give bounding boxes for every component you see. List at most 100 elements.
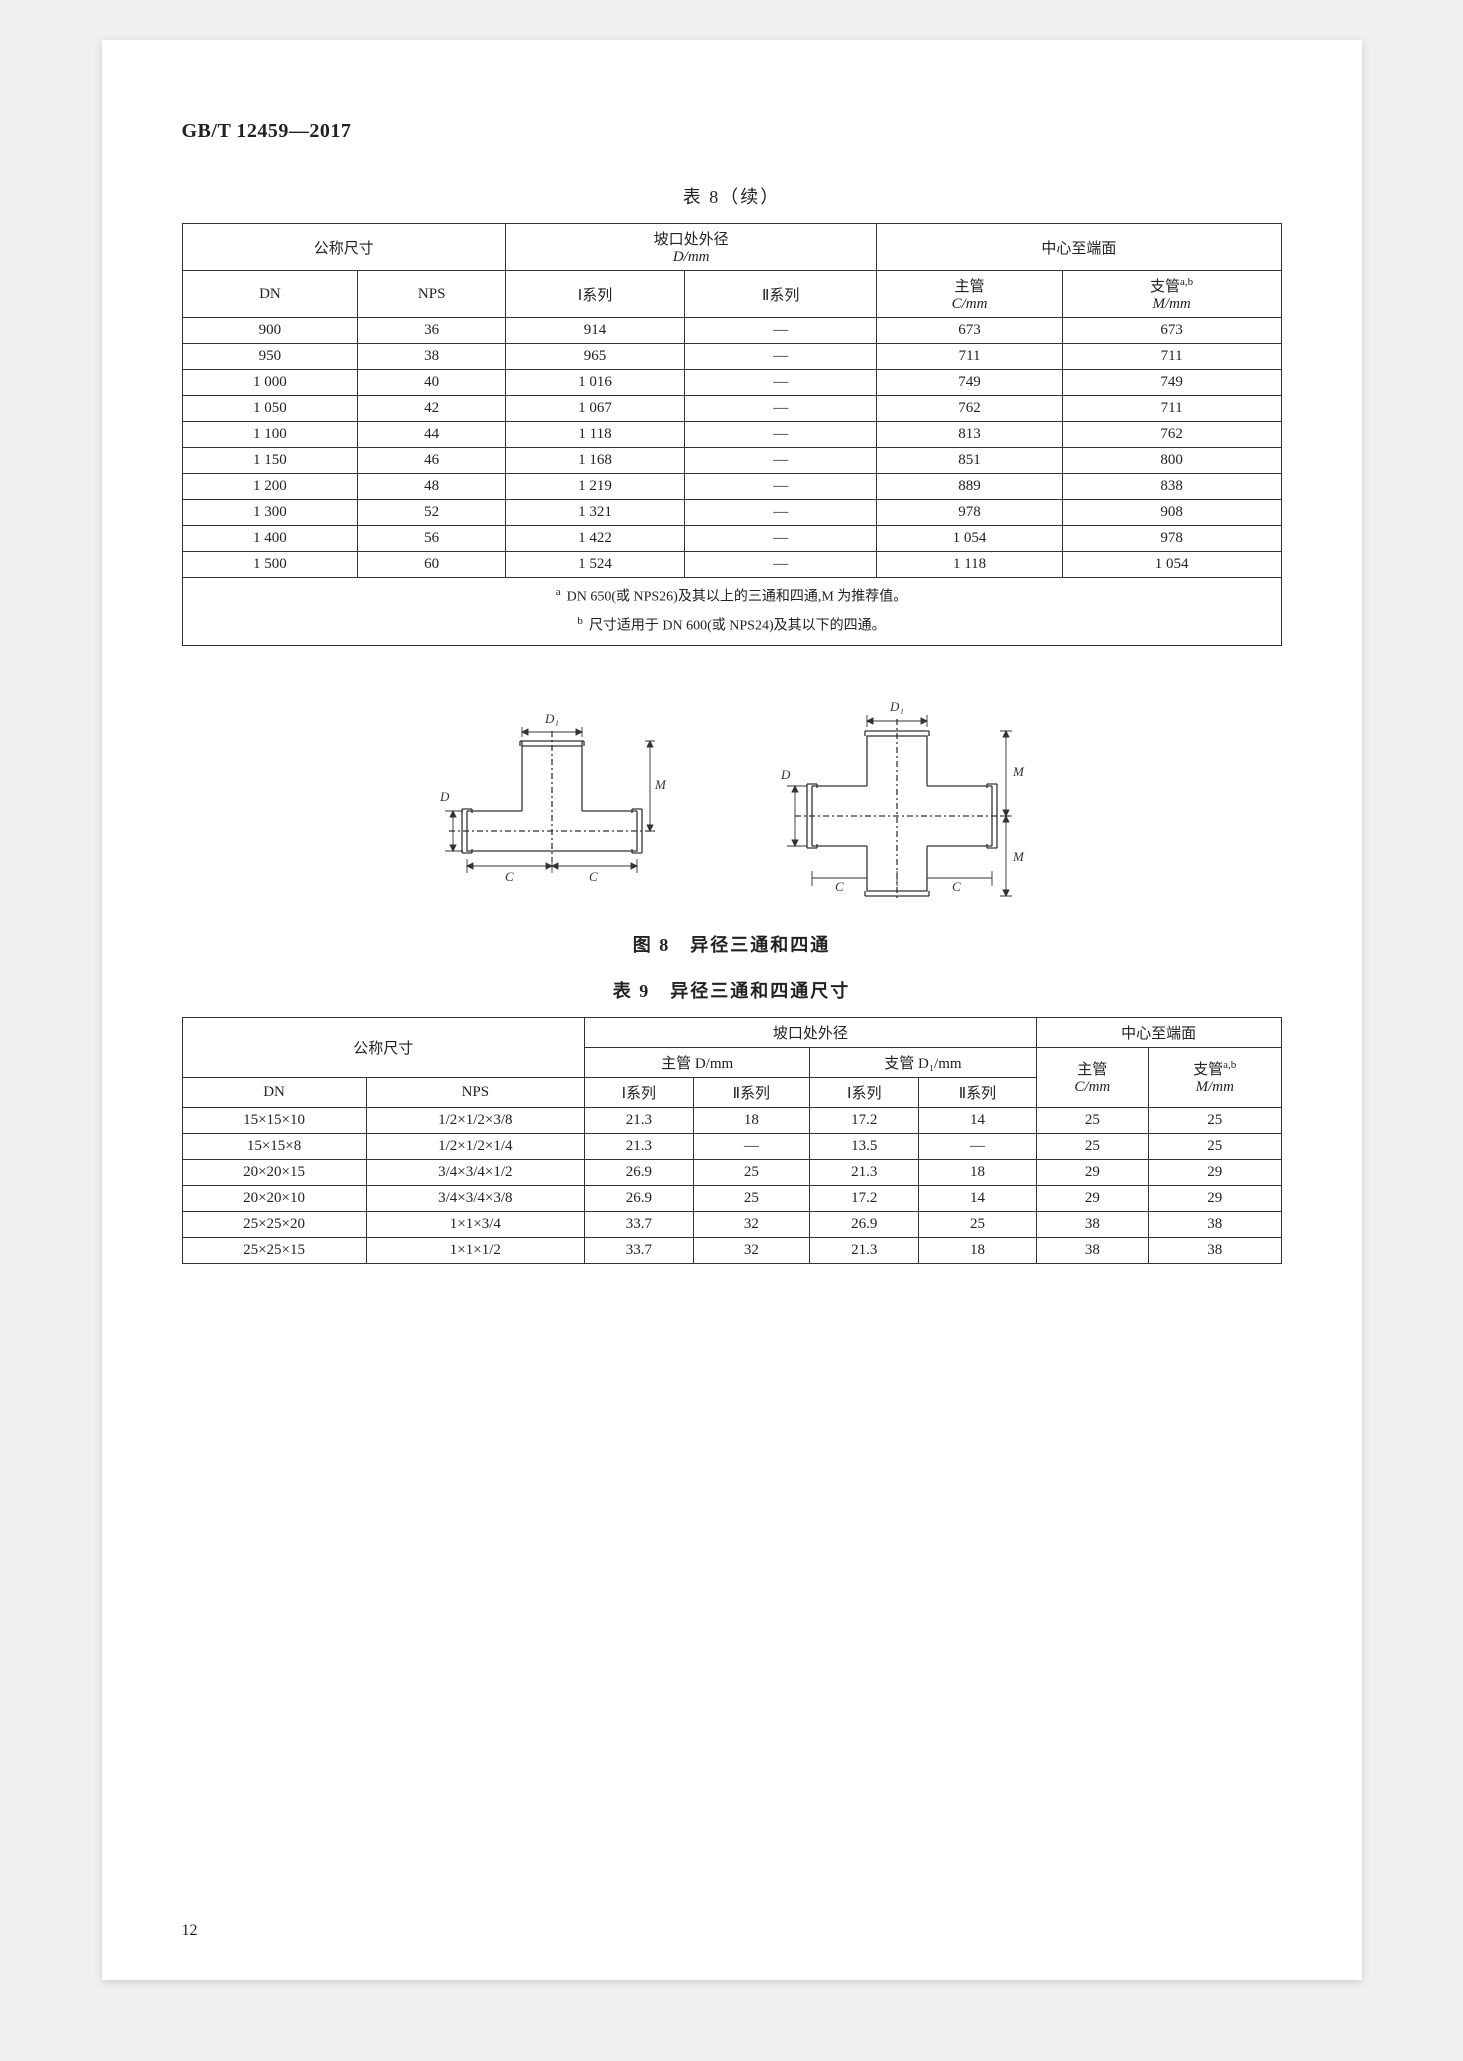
table-cell: 908: [1062, 500, 1281, 526]
table-cell: 48: [358, 474, 506, 500]
table-cell: 1 118: [506, 422, 685, 448]
table-cell: 1/2×1/2×3/8: [366, 1107, 584, 1133]
table-cell: 673: [877, 318, 1062, 344]
table8-head-nominal: 公称尺寸: [182, 224, 506, 271]
t9-head-c-unit: C/mm: [1074, 1079, 1110, 1095]
table-cell: —: [685, 422, 877, 448]
table-cell: 1 219: [506, 474, 685, 500]
table9-caption: 表 9 异径三通和四通尺寸: [182, 977, 1282, 1003]
diagram-label-m: M: [654, 777, 667, 792]
diagram2-label-d: D: [780, 767, 791, 782]
table-cell: —: [685, 370, 877, 396]
table-row: 20×20×153/4×3/4×1/226.92521.3182929: [182, 1159, 1281, 1185]
table-cell: 3/4×3/4×1/2: [366, 1159, 584, 1185]
table-cell: 1 321: [506, 500, 685, 526]
table8-head-m: 支管a,b M/mm: [1062, 271, 1281, 318]
table-cell: —: [685, 448, 877, 474]
table-cell: —: [685, 526, 877, 552]
table-cell: 1/2×1/2×1/4: [366, 1133, 584, 1159]
diagram2-label-c1: C: [835, 879, 844, 894]
table-cell: —: [693, 1133, 810, 1159]
diagram2-label-m1: M: [1012, 764, 1025, 779]
table-cell: 978: [1062, 526, 1281, 552]
table-row: 25×25×151×1×1/233.73221.3183838: [182, 1237, 1281, 1263]
table-cell: —: [919, 1133, 1036, 1159]
table-cell: 14: [919, 1185, 1036, 1211]
table8-caption: 表 8（续）: [182, 183, 1282, 209]
table-row: 95038965—711711: [182, 344, 1281, 370]
table-cell: 1 400: [182, 526, 358, 552]
page: GB/T 12459—2017 表 8（续） 公称尺寸 坡口处外径 D/mm 中…: [102, 40, 1362, 1980]
table8-head-center: 中心至端面: [877, 224, 1281, 271]
diagram2-label-m2: M: [1012, 849, 1025, 864]
table8-head-m-unit: M/mm: [1152, 296, 1190, 312]
table-cell: 38: [1148, 1237, 1281, 1263]
table-cell: 800: [1062, 448, 1281, 474]
table-cell: 20×20×10: [182, 1185, 366, 1211]
table-cell: 851: [877, 448, 1062, 474]
diagram-label-d1: D₁: [544, 711, 559, 726]
table8-head-m-sup: a,b: [1180, 276, 1193, 288]
table-row: 1 100441 118—813762: [182, 422, 1281, 448]
table-cell: 13.5: [810, 1133, 919, 1159]
footnote-b-text: 尺寸适用于 DN 600(或 NPS24)及其以下的四通。: [589, 619, 886, 634]
t9-head-center: 中心至端面: [1036, 1017, 1281, 1047]
table-cell: 914: [506, 318, 685, 344]
table-cell: 42: [358, 396, 506, 422]
table-cell: 762: [1062, 422, 1281, 448]
table-cell: 749: [1062, 370, 1281, 396]
cross-diagram: D₁ D M M C C: [777, 691, 1027, 901]
footnote-a-text: DN 650(或 NPS26)及其以上的三通和四通,M 为推荐值。: [567, 590, 908, 605]
table-cell: 1 118: [877, 552, 1062, 578]
table-cell: 38: [1148, 1211, 1281, 1237]
table-cell: —: [685, 396, 877, 422]
t9-head-dn: DN: [182, 1077, 366, 1107]
table-cell: 38: [1036, 1211, 1148, 1237]
table-cell: 26.9: [585, 1159, 693, 1185]
table8-head-s2: Ⅱ系列: [685, 271, 877, 318]
table-cell: 60: [358, 552, 506, 578]
table8-head-dn: DN: [182, 271, 358, 318]
table-cell: 1 150: [182, 448, 358, 474]
table-cell: 1×1×1/2: [366, 1237, 584, 1263]
table-cell: 978: [877, 500, 1062, 526]
table-cell: 26.9: [585, 1185, 693, 1211]
table-row: 90036914—673673: [182, 318, 1281, 344]
table-cell: 29: [1148, 1159, 1281, 1185]
table-cell: 29: [1036, 1185, 1148, 1211]
diagram2-label-d1: D₁: [889, 699, 904, 714]
table-cell: 1 054: [877, 526, 1062, 552]
table-cell: 1 000: [182, 370, 358, 396]
figure8-caption: 图 8 异径三通和四通: [182, 931, 1282, 957]
table-cell: 56: [358, 526, 506, 552]
table-row: 1 300521 321—978908: [182, 500, 1281, 526]
table-cell: 25: [1036, 1133, 1148, 1159]
table-cell: 749: [877, 370, 1062, 396]
table8-head-bevel-label: 坡口处外径: [654, 232, 729, 248]
t9-head-m-sup: a,b: [1223, 1059, 1236, 1071]
table8-head-c-unit: C/mm: [952, 296, 988, 312]
table-cell: 15×15×8: [182, 1133, 366, 1159]
table-cell: 18: [693, 1107, 810, 1133]
table-cell: 52: [358, 500, 506, 526]
table-cell: 21.3: [810, 1159, 919, 1185]
table-cell: 813: [877, 422, 1062, 448]
footnote-b-mark: b: [577, 615, 583, 627]
t9-head-d-s1: Ⅰ系列: [585, 1077, 693, 1107]
table-cell: 25: [1148, 1133, 1281, 1159]
table-cell: 950: [182, 344, 358, 370]
table-cell: 1 300: [182, 500, 358, 526]
figure8-diagrams: D₁ D M C C: [182, 691, 1282, 901]
table-cell: 25: [693, 1159, 810, 1185]
table-cell: 38: [1036, 1237, 1148, 1263]
table-row: 1 150461 168—851800: [182, 448, 1281, 474]
table-cell: 17.2: [810, 1185, 919, 1211]
table-cell: 1 100: [182, 422, 358, 448]
table-cell: 1 016: [506, 370, 685, 396]
table8-head-bevel: 坡口处外径 D/mm: [506, 224, 877, 271]
table-cell: 1 500: [182, 552, 358, 578]
table-cell: 1 054: [1062, 552, 1281, 578]
table-cell: 1 422: [506, 526, 685, 552]
table-row: 20×20×103/4×3/4×3/826.92517.2142929: [182, 1185, 1281, 1211]
table-cell: 900: [182, 318, 358, 344]
